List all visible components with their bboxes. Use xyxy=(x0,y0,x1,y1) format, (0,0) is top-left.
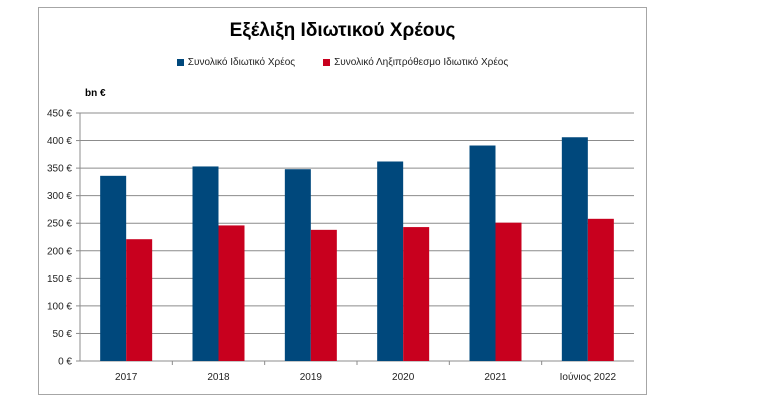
x-tick-label: Ιούνιος 2022 xyxy=(560,371,617,383)
bar-overdue-debt xyxy=(587,218,614,361)
x-tick-label: 2020 xyxy=(392,372,415,383)
chart-title: Εξέλιξη Ιδιωτικού Χρέους xyxy=(229,20,456,41)
legend-item-total-debt: Συνολικό Ιδιωτικό Χρέος xyxy=(176,57,296,68)
legend-item-overdue-debt: Συνολικό Ληξιπρόθεσμο Ιδιωτικό Χρέος xyxy=(323,57,508,68)
bar-overdue-debt xyxy=(495,222,522,361)
y-tick-label: 100 € xyxy=(47,301,72,312)
bar-overdue-debt xyxy=(218,225,245,361)
y-tick-label: 250 € xyxy=(47,219,72,230)
legend-swatch-total-debt xyxy=(176,59,184,66)
bar-overdue-debt xyxy=(310,229,337,361)
bar-total-debt xyxy=(192,166,219,361)
bar-total-debt xyxy=(284,169,311,361)
y-tick-label: 50 € xyxy=(53,329,73,340)
y-tick-label: 450 € xyxy=(47,109,72,120)
y-tick-label: 350 € xyxy=(47,164,72,175)
y-tick-label: 0 € xyxy=(58,357,72,368)
y-tick-label: 400 € xyxy=(47,136,72,147)
x-tick-label: 2021 xyxy=(484,372,507,383)
bar-total-debt xyxy=(561,137,588,361)
bar-total-debt xyxy=(100,175,127,361)
bar-overdue-debt xyxy=(126,239,153,361)
bar-total-debt xyxy=(377,161,404,361)
x-tick-label: 2018 xyxy=(207,372,230,383)
y-tick-label: 150 € xyxy=(47,274,72,285)
x-tick-label: 2017 xyxy=(115,372,138,383)
y-tick-label: 300 € xyxy=(47,191,72,202)
bar-total-debt xyxy=(469,145,496,361)
legend-label-overdue-debt: Συνολικό Ληξιπρόθεσμο Ιδιωτικό Χρέος xyxy=(334,57,509,68)
y-axis-unit-label: bn € xyxy=(85,88,106,99)
legend: Συνολικό Ιδιωτικό Χρέος Συνολικό Ληξιπρό… xyxy=(39,57,646,68)
y-tick-label: 200 € xyxy=(47,246,72,257)
legend-swatch-overdue-debt xyxy=(323,59,331,66)
x-tick-label: 2019 xyxy=(300,372,323,383)
bar-overdue-debt xyxy=(403,227,430,361)
legend-label-total-debt: Συνολικό Ιδιωτικό Χρέος xyxy=(187,57,296,68)
